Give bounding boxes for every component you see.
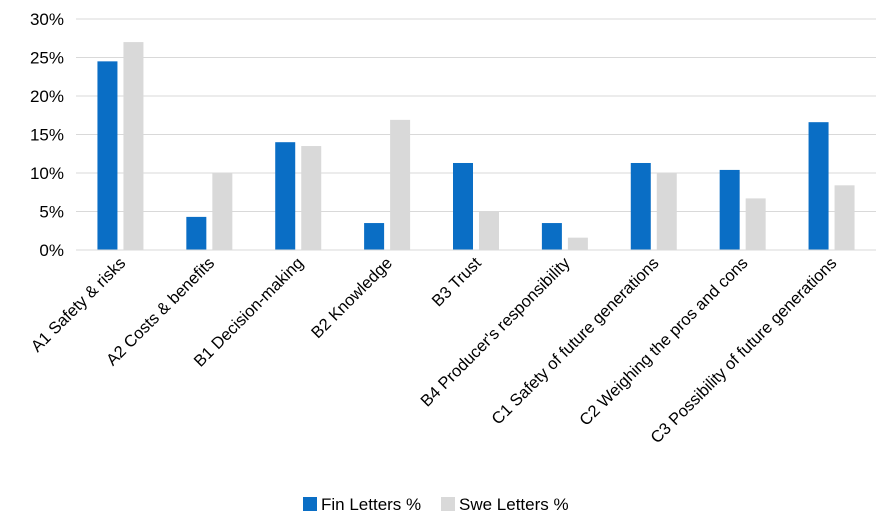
bars bbox=[97, 42, 855, 251]
legend-label: Fin Letters % bbox=[321, 495, 421, 514]
x-category-label: C3 Possibility of future generations bbox=[647, 254, 840, 447]
y-tick-label: 10% bbox=[30, 164, 64, 183]
y-axis-tick-labels: 0% 5% 10% 15% 20% 25% 30% bbox=[30, 10, 64, 260]
bar-fin-4 bbox=[453, 162, 473, 250]
x-category-label: B2 Knowledge bbox=[308, 254, 396, 342]
bar-fin-0 bbox=[97, 61, 118, 250]
x-category-label: B4 Producer's responsibility bbox=[417, 254, 574, 411]
y-tick-label: 25% bbox=[30, 49, 64, 68]
y-tick-label: 15% bbox=[30, 126, 64, 145]
legend: Fin Letters % Swe Letters % bbox=[303, 495, 569, 514]
bar-swe-3 bbox=[390, 119, 411, 251]
gridlines bbox=[76, 18, 876, 212]
bar-swe-2 bbox=[301, 146, 322, 250]
y-tick-label: 20% bbox=[30, 87, 64, 106]
bar-fin-6 bbox=[630, 162, 651, 250]
y-tick-label: 5% bbox=[39, 203, 64, 222]
legend-label: Swe Letters % bbox=[459, 495, 569, 514]
bar-swe-4 bbox=[479, 211, 499, 250]
bar-fin-5 bbox=[541, 223, 562, 250]
x-category-label: A1 Safety & risks bbox=[28, 254, 130, 356]
bar-swe-5 bbox=[567, 237, 588, 250]
legend-swatch bbox=[441, 497, 455, 511]
bar-fin-2 bbox=[275, 142, 296, 250]
x-category-label: C1 Safety of future generations bbox=[488, 254, 662, 428]
bar-swe-1 bbox=[212, 173, 233, 250]
bar-swe-6 bbox=[656, 173, 677, 250]
bar-swe-7 bbox=[745, 198, 766, 250]
bar-fin-1 bbox=[186, 216, 207, 250]
bar-fin-8 bbox=[808, 122, 829, 250]
bar-fin-7 bbox=[719, 169, 740, 250]
y-tick-label: 0% bbox=[39, 241, 64, 260]
bar-swe-0 bbox=[123, 42, 144, 250]
legend-swatch bbox=[303, 497, 317, 511]
bar-swe-8 bbox=[834, 185, 855, 250]
x-category-label: C2 Weighing the pros and cons bbox=[576, 254, 751, 429]
y-tick-label: 30% bbox=[30, 10, 64, 29]
bar-fin-3 bbox=[364, 223, 385, 250]
x-category-label: B3 Trust bbox=[429, 254, 485, 310]
